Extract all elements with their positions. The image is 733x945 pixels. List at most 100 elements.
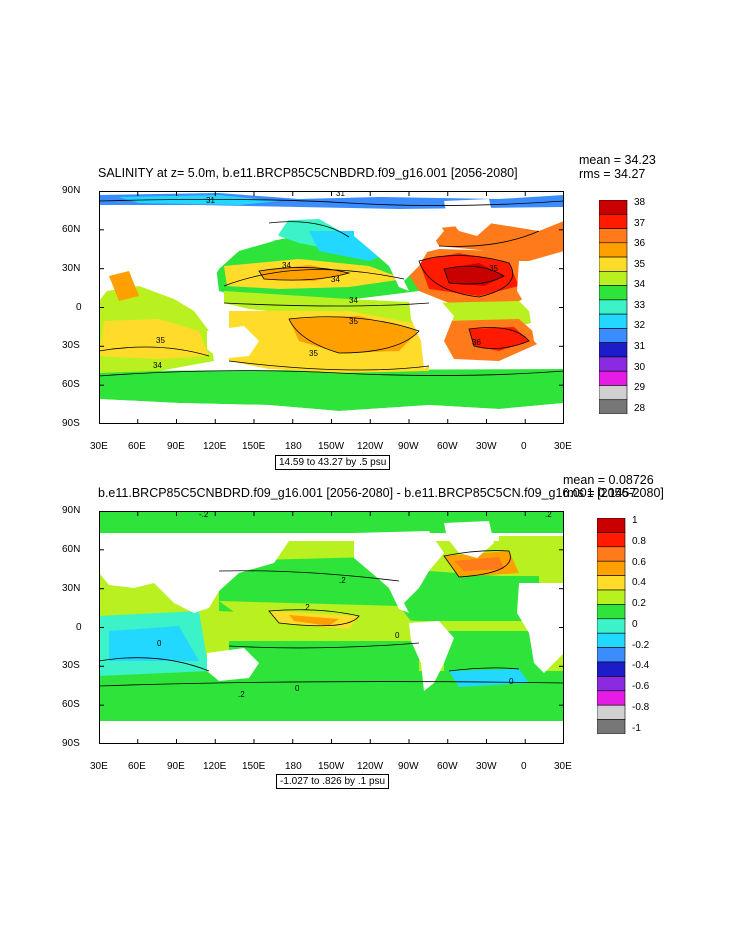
lon-label: 60E (128, 441, 146, 452)
colorbar-swatch (599, 342, 628, 358)
lon-label: 90E (167, 441, 185, 452)
lon-label: 30E (554, 761, 572, 772)
panel2-title: b.e11.BRCP85C5CNBDRD.f09_g16.001 [2056-2… (98, 486, 664, 500)
colorbar-swatch (599, 271, 628, 286)
colorbar-label: -0.4 (632, 660, 650, 672)
colorbar-label: 30 (634, 361, 646, 373)
contour-label: 34 (349, 296, 358, 305)
colorbar-1 (599, 200, 628, 414)
tick-marks (99, 191, 564, 424)
lat-label: 90N (62, 505, 81, 516)
lat-label: 60S (62, 699, 80, 710)
lon-label: 150E (242, 441, 266, 452)
north-america-landmass (354, 209, 444, 291)
lon-label: 0 (521, 761, 527, 772)
lat-label: 30N (62, 263, 81, 274)
panel2-mean: mean = 0.08726 (563, 473, 654, 487)
lat-label: 60N (62, 224, 81, 235)
colorbar-label: 33 (634, 299, 646, 311)
lon-label: 150W (318, 441, 345, 452)
south-atlantic-core (469, 327, 529, 351)
australia-landmass (207, 326, 259, 359)
asia-landmass (99, 211, 289, 291)
colorbar-swatch (597, 632, 626, 648)
lon-label: 120E (203, 441, 227, 452)
contour-label: 31 (336, 191, 345, 198)
lon-label: 90W (398, 441, 419, 452)
tick-marks (99, 511, 564, 744)
colorbar-swatch (597, 575, 626, 591)
colorbar-label: 0.2 (632, 598, 646, 610)
colorbar-label: 0.4 (632, 577, 646, 589)
colorbar-swatch (599, 399, 628, 414)
south-america-landmass (409, 299, 454, 369)
colorbar-label: 0.8 (632, 535, 646, 547)
africa-landmass (517, 261, 564, 351)
south-america-landmass (409, 621, 454, 691)
north-america-landmass (354, 531, 444, 613)
lat-label: 90N (62, 185, 81, 196)
colorbar-label: 35 (634, 258, 646, 270)
salinity-difference-map: -.2 .2 .2 .2 0 0 0 0 .2 (99, 511, 564, 744)
contour-label-group: 31 31 34 34 34 35 35 35 35 36 34 (153, 191, 498, 370)
lon-label: 120W (357, 441, 384, 452)
colorbar-label: 34 (634, 279, 646, 291)
antarctica-landmass (99, 399, 564, 424)
contour-info-box: -1.027 to .826 by .1 psu (276, 774, 390, 789)
lon-label: 60E (128, 761, 146, 772)
contour-label: .2 (545, 511, 552, 519)
colorbar-swatch (599, 313, 628, 329)
arctic-fresh (119, 195, 279, 205)
contour-label: 34 (331, 275, 340, 284)
lat-label: 0 (76, 302, 82, 313)
contour-label: 35 (349, 317, 358, 326)
colorbar-swatch (597, 661, 626, 677)
australia-landmass (207, 648, 259, 681)
contour-label: 35 (156, 336, 165, 345)
colorbar-swatch (597, 704, 626, 720)
colorbar-swatch (597, 546, 626, 562)
equatorial-pacific-core (289, 615, 339, 626)
colorbar-label: -0.8 (632, 701, 650, 713)
colorbar-label: 38 (634, 197, 646, 208)
lon-label: 30W (476, 761, 497, 772)
salinity-map: 31 31 34 34 34 35 35 35 35 36 34 (99, 191, 564, 424)
lon-label: 30E (90, 761, 108, 772)
colorbar-swatch (599, 242, 628, 258)
lon-label: 30W (476, 441, 497, 452)
colorbar-swatch (599, 285, 628, 301)
colorbar-label: 28 (634, 402, 646, 414)
colorbar-swatch (599, 356, 628, 372)
contour-label: 35 (489, 264, 498, 273)
lat-label: 30S (62, 340, 80, 351)
antarctica-landmass (99, 721, 564, 744)
colorbar-label: -1 (632, 722, 641, 734)
north-atlantic-core (454, 557, 504, 571)
greenland-landmass (444, 521, 494, 558)
lon-label: 60W (437, 441, 458, 452)
lon-label: 90W (398, 761, 419, 772)
contour-label-group: -.2 .2 .2 .2 0 0 0 0 .2 (157, 511, 552, 699)
colorbar-label: 1 (632, 515, 638, 526)
lat-label: 60N (62, 544, 81, 555)
colorbar-swatch (599, 213, 628, 229)
colorbar-swatch (597, 518, 626, 533)
colorbar-swatch (599, 385, 628, 401)
colorbar-swatch (597, 647, 626, 663)
greenland-landmass (444, 199, 494, 236)
lon-label: 0 (521, 441, 527, 452)
lat-label: 30N (62, 583, 81, 594)
contour-label: 0 (509, 677, 514, 686)
panel1-title: SALINITY at z= 5.0m, b.e11.BRCP85C5CNBDR… (98, 166, 518, 180)
lat-label: 60S (62, 379, 80, 390)
panel1-rms: rms = 34.27 (579, 167, 646, 181)
contour-lines (99, 550, 564, 687)
contour-label: -.2 (199, 511, 209, 519)
colorbar-2 (597, 518, 626, 734)
contour-label: .2 (339, 576, 346, 585)
colorbar-swatch (599, 299, 628, 315)
colorbar-label: 37 (634, 217, 646, 229)
arabian-sea (109, 271, 139, 301)
colorbar-swatch (599, 228, 628, 244)
contour-label: 0 (157, 639, 162, 648)
